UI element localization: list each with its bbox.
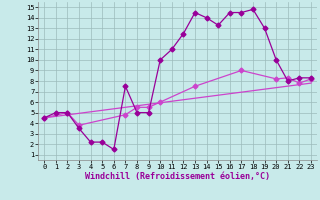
X-axis label: Windchill (Refroidissement éolien,°C): Windchill (Refroidissement éolien,°C) xyxy=(85,172,270,181)
